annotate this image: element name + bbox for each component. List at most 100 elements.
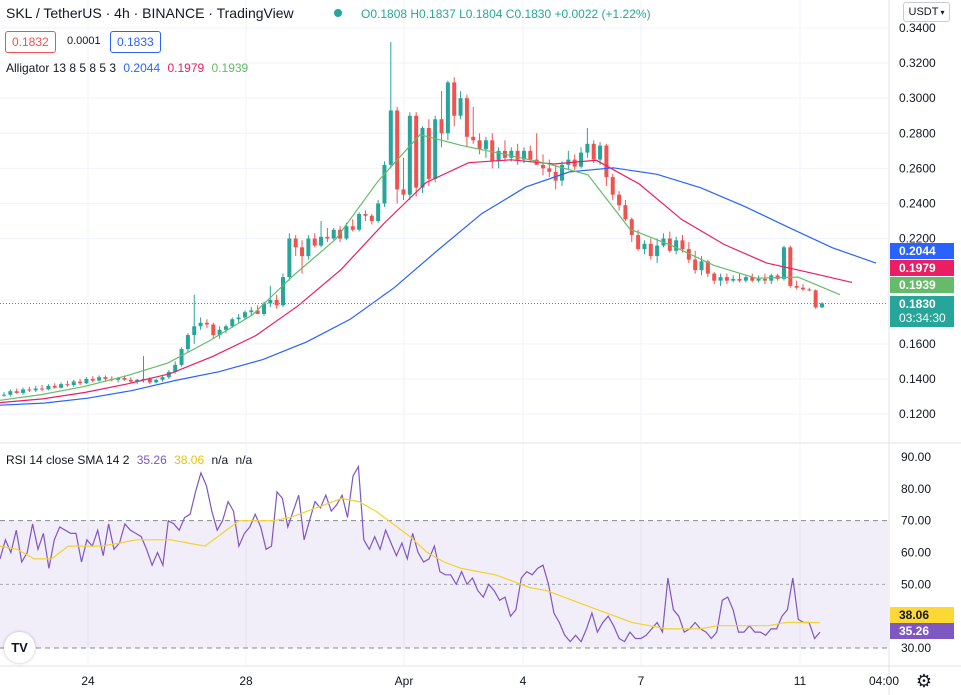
candle-body xyxy=(65,384,70,386)
candle-body xyxy=(135,379,140,382)
rsi-axis-label: 30.00 xyxy=(901,641,931,655)
candle-body xyxy=(116,378,121,380)
tradingview-logo-icon[interactable]: TV xyxy=(4,632,35,663)
candle-body xyxy=(636,235,641,250)
alligator-lips-line xyxy=(0,134,841,401)
candle-body xyxy=(528,150,533,160)
candle-body xyxy=(579,152,584,167)
candle-body xyxy=(585,143,590,153)
candle-body xyxy=(598,145,603,160)
candle-body xyxy=(572,159,577,167)
rsi-axis-label: 90.00 xyxy=(901,450,931,464)
candle-body xyxy=(458,98,463,116)
candle-body xyxy=(211,324,216,336)
candle-body xyxy=(261,303,266,314)
time-axis-label: 7 xyxy=(638,674,645,688)
candle-body xyxy=(756,278,761,281)
currency-dropdown[interactable]: USDT ▾ xyxy=(903,2,950,22)
rsi-price-label: 35.26 xyxy=(890,623,954,639)
buy-price-button[interactable]: 0.1833 xyxy=(110,31,161,53)
candle-body xyxy=(255,310,260,314)
price-axis-label: 0.3400 xyxy=(899,21,936,35)
rsi-sma-line xyxy=(0,497,820,630)
candle-body xyxy=(306,238,311,257)
candle-body xyxy=(699,261,704,271)
candle-body xyxy=(426,128,431,179)
price-axis-label: 0.2600 xyxy=(899,161,936,175)
last-price-value: 0.1830 xyxy=(899,297,936,311)
sell-price-button[interactable]: 0.1832 xyxy=(5,31,56,53)
alligator-teeth-line xyxy=(0,159,853,404)
rsi-sma-value: 38.06 xyxy=(174,453,205,467)
alligator-teeth-value: 0.1979 xyxy=(167,61,205,75)
candle-body xyxy=(762,278,767,281)
price-axis-label: 0.1200 xyxy=(899,407,936,421)
candle-body xyxy=(325,236,330,239)
alligator-lips-value: 0.1939 xyxy=(211,61,249,75)
candle-body xyxy=(103,377,108,379)
alligator-jaw-line xyxy=(0,167,877,406)
candle-body xyxy=(71,381,76,386)
rsi-axis-label: 70.00 xyxy=(901,514,931,528)
ohlc-readout: O0.1808 H0.1837 L0.1804 C0.1830 +0.0022 … xyxy=(361,7,651,21)
candle-body xyxy=(483,140,488,150)
candle-body xyxy=(718,277,723,281)
time-axis-label: 11 xyxy=(794,674,807,688)
candle-body xyxy=(128,379,133,382)
candle-body xyxy=(439,119,444,134)
candle-body xyxy=(217,329,222,336)
bar-countdown: 03:34:30 xyxy=(899,311,946,325)
candle-body xyxy=(560,164,565,181)
price-axis-label: 0.1400 xyxy=(899,372,936,386)
candle-body xyxy=(14,391,19,393)
symbol-title[interactable]: SKL / TetherUS · 4h · BINANCE · TradingV… xyxy=(6,5,294,21)
candle-body xyxy=(407,115,412,195)
time-axis-label: 28 xyxy=(239,674,253,688)
candle-body xyxy=(452,82,457,116)
market-status-dot xyxy=(334,9,342,17)
candle-body xyxy=(230,319,235,327)
last-price-label: 0.1830 03:34:30 xyxy=(890,296,954,327)
candle-body xyxy=(312,238,317,246)
gear-icon[interactable]: ⚙ xyxy=(915,671,933,691)
candle-body xyxy=(204,322,209,325)
candle-body xyxy=(680,240,685,250)
candle-body xyxy=(433,119,438,179)
candle-body xyxy=(807,289,812,291)
candle-body xyxy=(686,249,691,260)
chevron-down-icon: ▾ xyxy=(940,8,945,17)
candle-body xyxy=(464,98,469,137)
candle-body xyxy=(84,378,89,384)
candle-body xyxy=(655,245,660,257)
candle-body xyxy=(350,226,355,230)
candle-body xyxy=(610,177,615,195)
candle-body xyxy=(395,110,400,190)
candle-body xyxy=(788,247,793,286)
rsi-legend[interactable]: RSI 14 close SMA 14 2 35.26 38.06 n/a n/… xyxy=(6,453,252,467)
candle-body xyxy=(420,128,425,188)
price-axis-label: 0.3200 xyxy=(899,56,936,70)
candle-body xyxy=(648,243,653,257)
rsi-na-2: n/a xyxy=(235,453,253,467)
currency-label: USDT xyxy=(908,6,939,18)
candle-body xyxy=(629,219,634,236)
candle-body xyxy=(331,229,336,239)
rsi-axis-label: 60.00 xyxy=(901,546,931,560)
price-axis-label: 0.2800 xyxy=(899,126,936,140)
alligator-legend[interactable]: Alligator 13 8 5 8 5 3 0.2044 0.1979 0.1… xyxy=(6,61,248,75)
candle-body xyxy=(800,287,805,290)
candle-body xyxy=(236,317,241,320)
price-axis-label: 0.2400 xyxy=(899,196,936,210)
candle-body xyxy=(122,378,127,380)
candle-body xyxy=(192,326,197,336)
candle-body xyxy=(731,278,736,281)
candle-body xyxy=(712,273,717,281)
candle-body xyxy=(382,164,387,204)
candle-body xyxy=(154,379,159,383)
candle-body xyxy=(90,378,95,381)
candle-body xyxy=(515,150,520,160)
candle-body xyxy=(27,389,32,391)
rsi-value: 35.26 xyxy=(136,453,167,467)
candle-body xyxy=(724,277,729,281)
